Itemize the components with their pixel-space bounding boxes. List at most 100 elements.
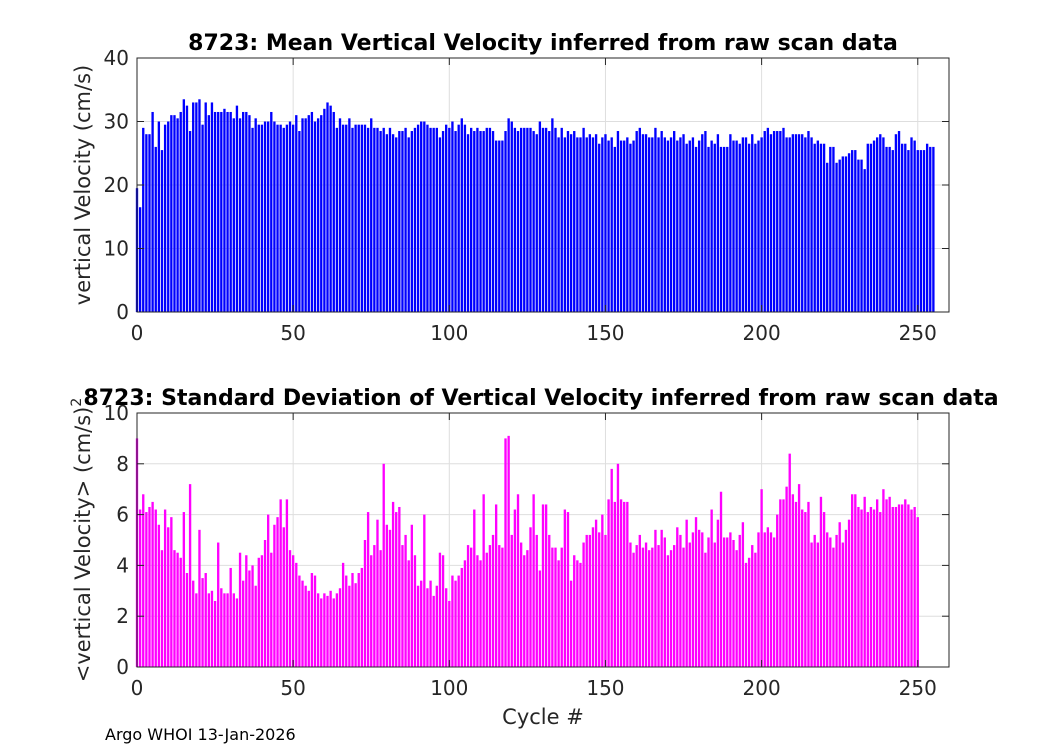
std-bar xyxy=(554,547,557,667)
std-bar xyxy=(894,506,898,667)
std-bar xyxy=(204,573,207,667)
mean-bar xyxy=(925,143,929,312)
std-bar xyxy=(382,463,385,667)
mean-bar xyxy=(201,124,204,312)
std-bar xyxy=(288,550,292,667)
std-bar xyxy=(188,484,192,667)
mean-bar xyxy=(763,131,766,312)
std-bar xyxy=(523,555,526,667)
std-bar xyxy=(726,537,729,667)
mean-bar xyxy=(563,137,567,313)
mean-bar xyxy=(248,115,251,313)
mean-bar xyxy=(616,131,620,312)
mean-bar xyxy=(145,134,148,312)
std-bar xyxy=(510,534,513,667)
std-bar xyxy=(738,534,741,667)
std-bar xyxy=(220,588,223,667)
std-bar xyxy=(267,514,270,667)
mean-bar xyxy=(291,124,295,312)
mean-bar xyxy=(719,146,723,312)
std-bar xyxy=(616,463,620,667)
std-bar xyxy=(491,534,495,667)
std-bar xyxy=(694,517,698,667)
std-bar xyxy=(426,588,429,667)
mean-bar xyxy=(288,121,292,312)
std-bar xyxy=(460,567,463,667)
mean-bar xyxy=(747,143,751,312)
std-bar xyxy=(876,499,879,667)
std-bar xyxy=(916,517,919,667)
std-bar xyxy=(900,504,904,667)
std-bar xyxy=(794,501,798,667)
mean-bar xyxy=(310,111,314,312)
std-bar xyxy=(660,529,663,667)
mean-bar xyxy=(351,127,354,312)
mean-bar xyxy=(888,146,891,312)
mean-bar xyxy=(232,118,235,312)
std-bar xyxy=(357,573,360,667)
std-bar xyxy=(804,512,807,667)
mean-bar xyxy=(341,124,345,312)
mean-bar xyxy=(772,131,776,312)
std-bar xyxy=(279,499,282,667)
std-bar xyxy=(872,509,876,667)
mean-bar xyxy=(326,102,329,312)
mean-bar xyxy=(788,137,791,313)
std-bar xyxy=(192,580,195,667)
mean-bar xyxy=(507,118,510,312)
std-bar xyxy=(482,494,485,667)
std-bar xyxy=(648,550,651,667)
std-bar xyxy=(332,598,335,667)
mean-bar xyxy=(854,150,857,312)
std-bar xyxy=(673,545,676,667)
mean-bar xyxy=(682,134,685,312)
std-bar xyxy=(713,542,716,667)
mean-bar xyxy=(713,143,716,312)
std-bar xyxy=(797,484,801,667)
std-bar xyxy=(885,499,888,667)
mean-bar xyxy=(807,131,810,312)
std-bar xyxy=(635,545,638,667)
mean-bar xyxy=(847,153,851,312)
std-bar xyxy=(541,504,545,667)
mean-bar xyxy=(919,150,923,312)
std-bar xyxy=(516,494,520,667)
mean-bar xyxy=(195,102,198,312)
std-bar xyxy=(832,547,835,667)
std-bar xyxy=(526,550,529,667)
std-bar xyxy=(623,501,626,667)
mean-bar xyxy=(226,111,229,312)
mean-bar xyxy=(816,140,819,312)
std-bar xyxy=(654,529,657,667)
mean-bar xyxy=(538,121,542,312)
mean-bar xyxy=(804,137,807,313)
mean-y-axis-label: vertical Velocity (cm/s) xyxy=(71,65,95,305)
std-bar xyxy=(445,588,448,667)
std-bar xyxy=(729,532,732,667)
std-bar xyxy=(604,534,607,667)
mean-bar xyxy=(707,146,710,312)
mean-bar xyxy=(285,124,289,312)
mean-bar xyxy=(591,137,595,313)
std-bar xyxy=(513,509,517,667)
std-bar xyxy=(776,514,779,667)
std-bar xyxy=(863,496,866,667)
mean-bar xyxy=(676,140,679,312)
std-bar xyxy=(185,573,189,667)
std-bar xyxy=(373,545,376,667)
std-bar xyxy=(744,562,748,667)
mean-bar xyxy=(673,131,676,312)
std-bar xyxy=(229,567,232,667)
mean-bar xyxy=(751,134,754,312)
mean-bar xyxy=(716,134,720,312)
mean-bar xyxy=(148,134,151,312)
mean-bar xyxy=(697,140,701,312)
mean-bar xyxy=(885,146,888,312)
std-bar xyxy=(707,537,710,667)
mean-bar xyxy=(551,118,554,312)
footer-note: Argo WHOI 13-Jan-2026 xyxy=(105,725,296,744)
std-bar xyxy=(757,532,760,667)
std-bar xyxy=(535,534,538,667)
std-bar xyxy=(160,550,164,667)
std-bar xyxy=(560,547,563,667)
